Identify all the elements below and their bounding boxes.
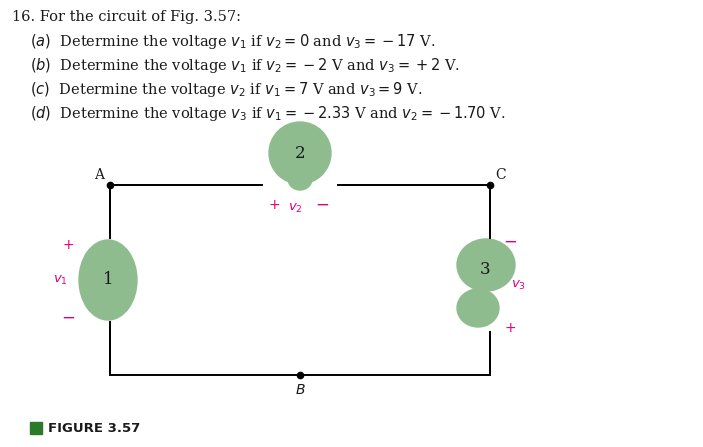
Text: −: −: [315, 196, 329, 214]
Text: −: −: [503, 233, 517, 251]
Ellipse shape: [269, 122, 331, 184]
Text: +: +: [504, 321, 516, 335]
Text: C: C: [495, 168, 505, 182]
Text: $v_1$: $v_1$: [53, 274, 67, 287]
Text: 16. For the circuit of Fig. 3.57:: 16. For the circuit of Fig. 3.57:: [12, 10, 241, 24]
Text: 1: 1: [103, 271, 113, 288]
Text: $v_3$: $v_3$: [510, 278, 525, 291]
Text: +: +: [268, 198, 280, 212]
Text: 2: 2: [295, 144, 305, 161]
Text: $(c)$  Determine the voltage $v_2$ if $v_1 = 7$ V and $v_3 = 9$ V.: $(c)$ Determine the voltage $v_2$ if $v_…: [30, 80, 423, 99]
Text: $B$: $B$: [295, 383, 305, 397]
Ellipse shape: [457, 289, 499, 327]
Text: FIGURE 3.57: FIGURE 3.57: [48, 422, 141, 434]
Ellipse shape: [288, 168, 312, 190]
Ellipse shape: [457, 239, 515, 291]
Text: $v_2$: $v_2$: [288, 202, 302, 215]
Text: +: +: [62, 238, 74, 252]
Ellipse shape: [79, 240, 137, 320]
Bar: [30, 422, 42, 434]
Text: −: −: [61, 309, 75, 327]
Text: 3: 3: [479, 261, 490, 278]
Text: A: A: [94, 168, 104, 182]
Text: $(a)$  Determine the voltage $v_1$ if $v_2 = 0$ and $v_3 = -17$ V.: $(a)$ Determine the voltage $v_1$ if $v_…: [30, 32, 436, 51]
Text: $(d)$  Determine the voltage $v_3$ if $v_1 = -2.33$ V and $v_2 = -1.70$ V.: $(d)$ Determine the voltage $v_3$ if $v_…: [30, 104, 505, 123]
Text: $(b)$  Determine the voltage $v_1$ if $v_2 = -2$ V and $v_3 = +2$ V.: $(b)$ Determine the voltage $v_1$ if $v_…: [30, 56, 460, 75]
